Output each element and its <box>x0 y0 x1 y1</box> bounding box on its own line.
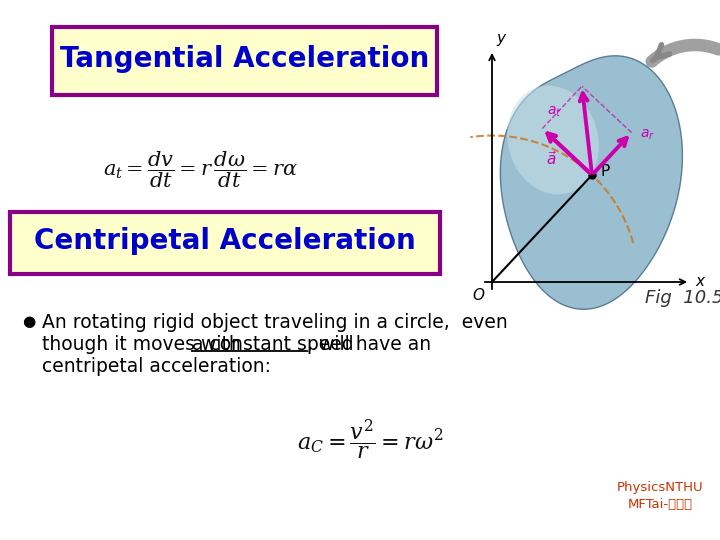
Text: $a_t = \dfrac{dv}{dt} = r\,\dfrac{d\omega}{dt} = r\alpha$: $a_t = \dfrac{dv}{dt} = r\,\dfrac{d\omeg… <box>103 150 297 190</box>
Text: , will have an: , will have an <box>307 334 431 354</box>
Text: ●: ● <box>22 314 35 329</box>
Ellipse shape <box>508 86 599 194</box>
Text: Centripetal Acceleration: Centripetal Acceleration <box>34 227 416 255</box>
Text: O: O <box>472 288 484 303</box>
Text: PhysicsNTHU: PhysicsNTHU <box>617 482 703 495</box>
Text: centripetal acceleration:: centripetal acceleration: <box>42 356 271 375</box>
Text: P: P <box>601 164 611 179</box>
Text: $a_r$: $a_r$ <box>639 127 654 142</box>
Text: Fig  10.5: Fig 10.5 <box>645 289 720 307</box>
Text: a constant speed: a constant speed <box>192 334 354 354</box>
Text: $\vec{a}$: $\vec{a}$ <box>546 150 557 168</box>
Polygon shape <box>500 56 683 309</box>
Text: An rotating rigid object traveling in a circle,  even: An rotating rigid object traveling in a … <box>42 313 508 332</box>
Text: $a_C = \dfrac{v^2}{r} = r\omega^2$: $a_C = \dfrac{v^2}{r} = r\omega^2$ <box>297 418 444 462</box>
Text: Tangential Acceleration: Tangential Acceleration <box>60 45 429 73</box>
Text: $a_t$: $a_t$ <box>547 104 562 119</box>
FancyBboxPatch shape <box>52 27 437 95</box>
FancyBboxPatch shape <box>10 212 440 274</box>
Text: MFTai-戴明鳳: MFTai-戴明鳳 <box>627 498 693 511</box>
Text: x: x <box>695 274 704 289</box>
Text: though it moves with: though it moves with <box>42 334 247 354</box>
Text: y: y <box>496 31 505 46</box>
